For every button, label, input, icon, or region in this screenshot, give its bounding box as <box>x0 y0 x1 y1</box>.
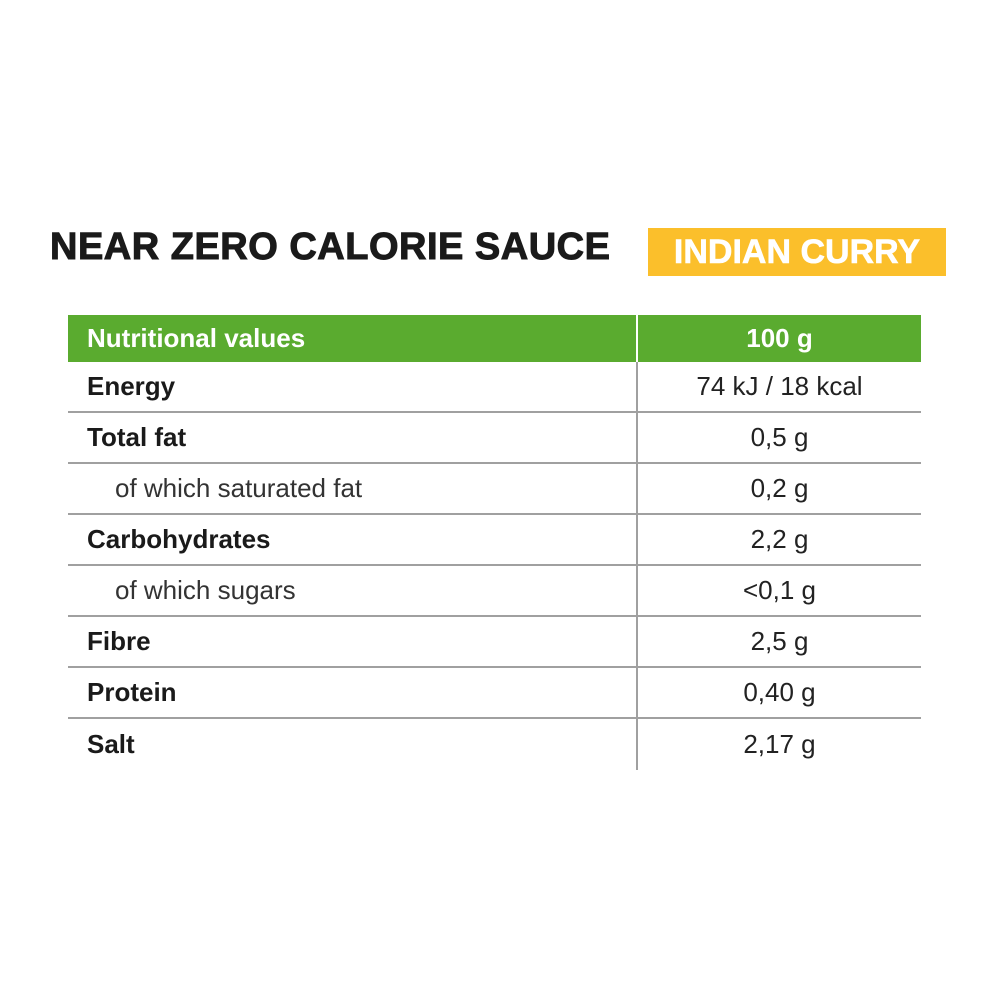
table-row: of which sugars <0,1 g <box>68 566 921 617</box>
row-value: 0,40 g <box>636 668 921 717</box>
table-header: Nutritional values 100 g <box>68 315 921 362</box>
table-row: Fibre 2,5 g <box>68 617 921 668</box>
table-row: Protein 0,40 g <box>68 668 921 719</box>
header-cell: 100 g <box>636 315 921 362</box>
table-row: of which saturated fat 0,2 g <box>68 464 921 515</box>
table-row: Carbohydrates 2,2 g <box>68 515 921 566</box>
row-value: 74 kJ / 18 kcal <box>636 362 921 411</box>
row-label: Total fat <box>87 422 187 452</box>
row-label: Energy <box>87 371 176 401</box>
row-value: 2,2 g <box>636 515 921 564</box>
nutrition-table: Nutritional values 100 g Energy 74 kJ / 1… <box>68 315 921 770</box>
row-label: Protein <box>87 677 177 707</box>
title: NEAR ZERO CALORIE SAUCE <box>49 226 611 269</box>
header-cell: Nutritional values <box>87 323 306 353</box>
row-label: Fibre <box>87 626 151 656</box>
row-label: of which sugars <box>115 575 296 605</box>
row-value: 0,2 g <box>636 464 921 513</box>
row-label: Carbohydrates <box>87 524 271 554</box>
row-value: 2,5 g <box>636 617 921 666</box>
row-value: <0,1 g <box>636 566 921 615</box>
table-row: Salt 2,17 g <box>68 719 921 770</box>
row-value: 2,17 g <box>636 719 921 770</box>
flavour-badge: INDIAN CURRY <box>648 228 946 276</box>
row-value: 0,5 g <box>636 413 921 462</box>
table-row: Total fat 0,5 g <box>68 413 921 464</box>
table-row: Energy 74 kJ / 18 kcal <box>68 362 921 413</box>
row-label: of which saturated fat <box>115 473 363 503</box>
row-label: Salt <box>87 729 135 759</box>
